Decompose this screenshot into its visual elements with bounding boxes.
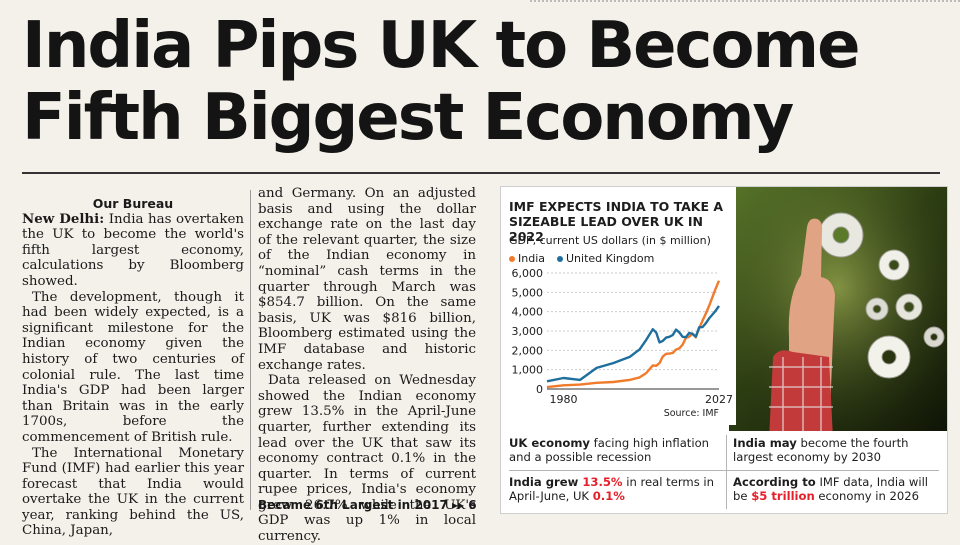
fact-imf-forecast-text: IMF data, India will be (733, 475, 929, 503)
infographic: IMF EXPECTS INDIA TO TAKE A SIZEABLE LEA… (500, 186, 948, 514)
fact-india-grew: India grew 13.5% in real terms in April-… (509, 475, 721, 503)
legend-swatch-india (509, 256, 515, 262)
fact-uk-economy-bold: UK economy (509, 436, 590, 450)
gear-icon (865, 297, 889, 321)
article-paragraph-3: The International Monetary Fund (IMF) ha… (22, 445, 244, 539)
x-tick-label: 1980 (550, 393, 578, 406)
article-column-2: and Germany. On an adjusted basis and us… (258, 186, 476, 545)
y-tick-label: 6,000 (512, 267, 544, 280)
y-tick-label: 5,000 (512, 286, 544, 299)
chart-legend: India United Kingdom (509, 252, 654, 265)
fact-imf-forecast-text-2: economy in 2026 (814, 489, 920, 503)
article-paragraph-2: The development, though it had been wide… (22, 289, 244, 445)
gear-icon (923, 326, 945, 348)
article-paragraph-1-text: India has overtaken the UK to become the… (22, 211, 244, 289)
fact-india-fourth: India may become the fourth largest econ… (733, 436, 939, 464)
series-line-uk (546, 305, 720, 383)
legend-label-india: India (518, 252, 545, 265)
gears-hand-photo (729, 187, 947, 439)
gdp-line-chart: 6,000 5,000 4,000 3,000 2,000 1,000 0 1980 2027 S… (512, 267, 734, 419)
chart-title: IMF EXPECTS INDIA TO TAKE A SIZEABLE LEA… (509, 199, 724, 244)
hand-shape (769, 218, 835, 439)
gears-illustration (729, 187, 947, 439)
headline-line-2: Fifth Biggest Economy (22, 81, 794, 155)
fact-imf-forecast-bold: According to (733, 475, 816, 489)
top-decor-strip (530, 0, 960, 7)
facts-box: UK economy facing high inflation and a p… (501, 431, 947, 513)
headline-line-1: India Pips UK to Become (22, 9, 860, 83)
column-divider (250, 190, 251, 510)
y-tick-label: 0 (536, 383, 543, 396)
dateline: New Delhi: (22, 210, 105, 227)
gear-icon (895, 293, 923, 321)
facts-divider-vertical (726, 435, 727, 509)
legend-item-uk: United Kingdom (557, 252, 654, 265)
legend-item-india: India (509, 252, 545, 265)
legend-label-uk: United Kingdom (566, 252, 655, 265)
fact-imf-forecast: According to IMF data, India will be $5 … (733, 475, 939, 503)
chart-subtitle: GDP, current US dollars (in $ million) (509, 234, 711, 247)
fact-uk-rate: 0.1% (592, 489, 625, 503)
y-tick-label: 1,000 (512, 364, 544, 377)
headline-rule (22, 172, 940, 174)
gear-icon (867, 335, 911, 379)
fact-imf-forecast-value: $5 trillion (751, 489, 815, 503)
chart-source: Source: IMF (664, 408, 719, 419)
fact-india-grew-text: in real terms in April-June, UK (509, 475, 714, 503)
series-line-india (546, 280, 721, 389)
y-tick-label: 4,000 (512, 306, 544, 319)
fact-india-grew-bold: India grew (509, 475, 583, 489)
gear-icon (818, 212, 864, 258)
continued-jump-line[interactable]: Became 6th Largest in 2017 ▸▸ 6 (258, 498, 477, 512)
fact-uk-economy-text: facing high inflation and a possible rec… (509, 436, 710, 464)
y-tick-label: 2,000 (512, 344, 544, 357)
x-tick-label: 2027 (705, 393, 733, 406)
fact-india-fourth-text: become the fourth largest economy by 203… (733, 436, 909, 464)
y-tick-label: 3,000 (512, 325, 544, 338)
fact-india-fourth-bold: India may (733, 436, 797, 450)
legend-swatch-uk (557, 256, 563, 262)
chart-panel: IMF EXPECTS INDIA TO TAKE A SIZEABLE LEA… (501, 187, 736, 425)
article-paragraph-4: and Germany. On an adjusted basis and us… (258, 186, 476, 373)
fact-india-grew-rate: 13.5% (582, 475, 623, 489)
article-paragraph-1: New Delhi: India has overtaken the UK to… (22, 210, 244, 290)
fact-uk-economy: UK economy facing high inflation and a p… (509, 436, 721, 464)
byline: Our Bureau (92, 196, 174, 211)
article-column-1: Our Bureau New Delhi: India has overtake… (22, 196, 244, 539)
gear-icon (878, 249, 910, 281)
facts-divider-horizontal (509, 470, 939, 471)
